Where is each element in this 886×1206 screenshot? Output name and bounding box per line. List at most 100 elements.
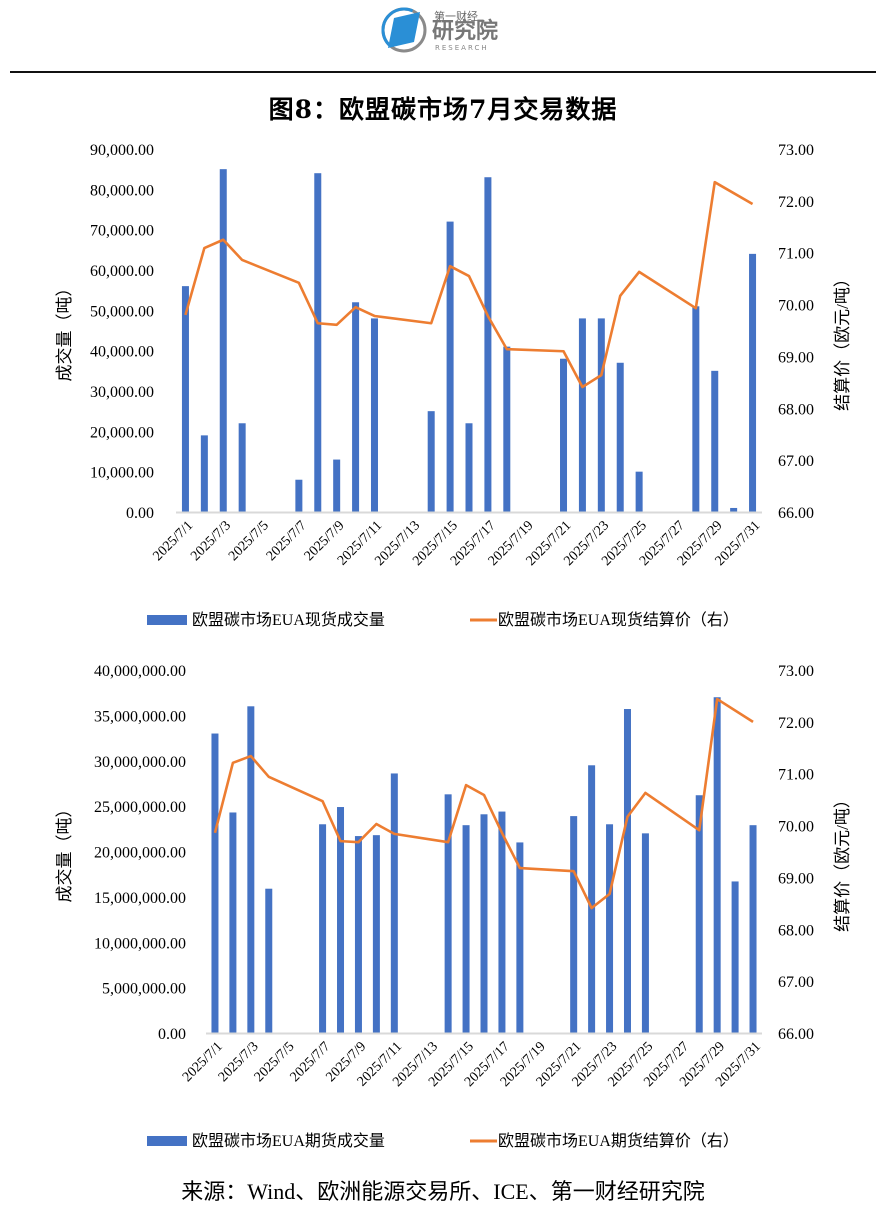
bar <box>463 825 470 1033</box>
bar <box>229 812 236 1033</box>
y-tick-label: 30,000,000.00 <box>94 754 186 771</box>
y2-tick-label: 69.00 <box>778 870 814 887</box>
figure-title: 图8：欧盟碳市场7月交易数据 <box>0 90 886 126</box>
y-tick-label: 60,000.00 <box>90 263 154 280</box>
y-tick-label: 30,000.00 <box>90 384 154 401</box>
price-line <box>185 182 752 387</box>
bar <box>503 347 510 512</box>
bar <box>606 824 613 1033</box>
bar <box>371 318 378 512</box>
bar <box>265 889 272 1033</box>
bar <box>749 254 756 512</box>
bar <box>428 411 435 512</box>
y2-tick-label: 67.00 <box>778 974 814 991</box>
bar <box>570 816 577 1033</box>
x-tick-label: 2025/7/5 <box>226 518 272 564</box>
bar <box>355 836 362 1033</box>
legend-label-bar: 欧盟碳市场EUA现货成交量 <box>192 611 385 629</box>
y-tick-label: 20,000,000.00 <box>94 845 186 862</box>
x-tick-label: 2025/7/1 <box>150 518 196 564</box>
logo-text-cn: 研究院 <box>432 21 498 43</box>
x-tick-label: 2025/7/7 <box>264 518 310 564</box>
spot-chart: 0.00 10,000.00 20,000.00 30,000.00 40,000.00… <box>0 130 886 640</box>
logo-mark-icon <box>380 4 432 56</box>
y2-tick-label: 71.00 <box>778 767 814 784</box>
y2-tick-label: 68.00 <box>778 922 814 939</box>
y-tick-label: 20,000.00 <box>90 424 154 441</box>
y-tick-label: 10,000,000.00 <box>94 935 186 952</box>
y2-tick-label: 73.00 <box>778 142 814 159</box>
bar <box>333 460 340 512</box>
bar <box>598 318 605 512</box>
legend-label-line: 欧盟碳市场EUA现货结算价（右） <box>498 610 739 629</box>
bar <box>391 773 398 1033</box>
bar <box>211 734 218 1033</box>
bar <box>516 842 523 1033</box>
bar <box>314 173 321 512</box>
y-tick-label: 25,000,000.00 <box>94 799 186 816</box>
y2-tick-label: 70.00 <box>778 298 814 315</box>
source-note: 来源：Wind、欧洲能源交易所、ICE、第一财经研究院 <box>0 1174 886 1206</box>
x-tick-label: 2025/7/3 <box>188 518 234 564</box>
logo-text-en: RESEARCH <box>435 44 489 52</box>
bar <box>201 435 208 512</box>
bar <box>636 472 643 512</box>
bar <box>182 286 189 512</box>
bar <box>352 302 359 512</box>
y-tick-label: 0.00 <box>126 505 154 522</box>
y-tick-label: 40,000.00 <box>90 344 154 361</box>
y2-tick-label: 68.00 <box>778 401 814 418</box>
y-tick-label: 15,000,000.00 <box>94 890 186 907</box>
y-tick-label: 70,000.00 <box>90 223 154 240</box>
y-tick-label: 90,000.00 <box>90 142 154 159</box>
bar <box>295 480 302 512</box>
header-divider <box>10 71 876 73</box>
y2-axis-label: 结算价（欧元/吨） <box>833 270 852 411</box>
y2-axis-label: 结算价（欧元/吨） <box>833 791 852 932</box>
bar <box>750 825 757 1033</box>
y-tick-label: 5,000,000.00 <box>102 981 186 998</box>
bar <box>692 306 699 512</box>
y-axis-label: 成交量（吨） <box>55 801 74 903</box>
y-tick-label: 35,000,000.00 <box>94 708 186 725</box>
bar <box>730 508 737 512</box>
y2-tick-label: 66.00 <box>778 1026 814 1043</box>
bar <box>481 814 488 1033</box>
logo: 第一财经 研究院 RESEARCH <box>380 4 510 56</box>
legend-label-bar: 欧盟碳市场EUA期货成交量 <box>192 1132 385 1150</box>
y2-tick-label: 69.00 <box>778 349 814 366</box>
bar <box>642 833 649 1033</box>
bar <box>220 169 227 512</box>
bar <box>484 177 491 512</box>
legend-swatch-bar <box>147 1136 187 1146</box>
y-tick-label: 50,000.00 <box>90 303 154 320</box>
bar <box>617 363 624 512</box>
bar <box>498 812 505 1033</box>
y-tick-label: 40,000,000.00 <box>94 663 186 680</box>
y2-tick-label: 66.00 <box>778 505 814 522</box>
y2-tick-label: 71.00 <box>778 246 814 263</box>
y2-tick-label: 70.00 <box>778 819 814 836</box>
bar <box>711 371 718 512</box>
y-tick-label: 10,000.00 <box>90 465 154 482</box>
legend-label-line: 欧盟碳市场EUA期货结算价（右） <box>498 1131 739 1150</box>
bar <box>579 318 586 512</box>
bar <box>373 835 380 1033</box>
y-tick-label: 80,000.00 <box>90 182 154 199</box>
y2-tick-label: 72.00 <box>778 715 814 732</box>
y-tick-label: 0.00 <box>158 1026 186 1043</box>
bar <box>714 697 721 1033</box>
y2-tick-label: 72.00 <box>778 194 814 211</box>
futures-chart: 0.00 5,000,000.00 10,000,000.00 15,000,000.… <box>0 650 886 1160</box>
y-axis-label: 成交量（吨） <box>55 280 74 382</box>
y2-tick-label: 73.00 <box>778 663 814 680</box>
bar <box>624 709 631 1033</box>
bar <box>732 881 739 1033</box>
bar <box>239 423 246 512</box>
bar <box>319 824 326 1033</box>
legend-swatch-bar <box>147 615 187 625</box>
bar <box>588 765 595 1033</box>
bar <box>466 423 473 512</box>
y2-tick-label: 67.00 <box>778 453 814 470</box>
bar <box>560 359 567 512</box>
